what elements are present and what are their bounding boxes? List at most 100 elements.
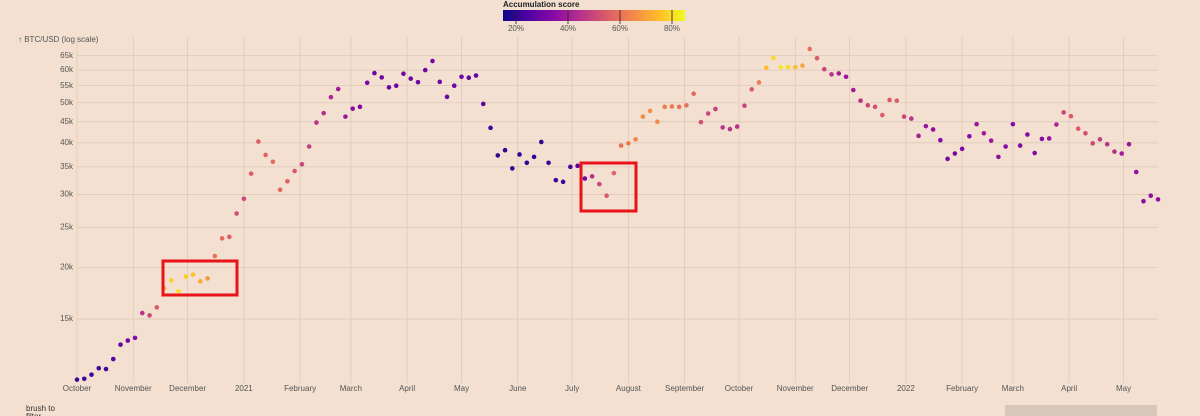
point (662, 104, 667, 110)
point (894, 98, 900, 103)
point (633, 137, 638, 142)
point (510, 166, 515, 171)
x-tick-label: August (616, 384, 642, 393)
point (154, 305, 160, 310)
point (96, 365, 102, 371)
point (176, 288, 181, 294)
point (967, 133, 972, 139)
point (1032, 150, 1037, 156)
point (611, 170, 617, 176)
y-tick-label: 55k (60, 81, 74, 90)
y-tick-label: 35k (60, 162, 74, 171)
point (1083, 130, 1088, 136)
x-tick-label: February (284, 384, 316, 393)
point (437, 79, 443, 85)
point (473, 73, 479, 78)
point (524, 160, 530, 166)
x-tick-label: November (777, 384, 814, 393)
x-tick-label: March (340, 384, 362, 393)
legend-tick-label: 80% (664, 24, 680, 33)
point (930, 127, 936, 132)
x-tick-label: May (454, 384, 469, 393)
x-tick-label: July (565, 384, 579, 393)
point (1025, 132, 1030, 137)
legend-tick-label: 20% (508, 24, 524, 33)
point (393, 83, 399, 89)
point (988, 138, 994, 143)
point (285, 178, 290, 184)
point (1141, 198, 1146, 204)
legend-tick-label: 60% (612, 24, 628, 33)
point (720, 125, 725, 130)
point (872, 104, 878, 110)
point (1068, 113, 1074, 119)
point (792, 64, 798, 70)
point (1061, 110, 1066, 115)
point (742, 103, 747, 109)
x-tick-label: October (725, 384, 754, 393)
point (909, 116, 914, 121)
point (916, 133, 921, 139)
point (727, 126, 733, 132)
point (248, 171, 254, 176)
point (771, 55, 776, 61)
point (502, 147, 508, 153)
point (821, 66, 827, 72)
point (626, 141, 631, 146)
point (756, 80, 762, 85)
point (256, 139, 261, 144)
point (887, 97, 892, 103)
point (364, 80, 370, 86)
point (408, 76, 414, 81)
point (996, 154, 1001, 160)
point (836, 71, 842, 76)
point (597, 181, 602, 187)
point (568, 164, 573, 170)
point (328, 94, 334, 100)
point (676, 104, 682, 110)
point (923, 123, 929, 129)
point (517, 152, 522, 157)
point (713, 106, 718, 112)
y-tick-label: 45k (60, 117, 74, 126)
legend-title: Accumulation score (503, 0, 580, 9)
point (430, 58, 435, 64)
x-tick-label: October (63, 384, 92, 393)
point (814, 55, 820, 61)
point (901, 114, 907, 119)
y-tick-label: 15k (60, 314, 74, 323)
point (263, 152, 268, 158)
point (938, 137, 943, 143)
color-ramp (503, 10, 685, 21)
point (582, 176, 588, 181)
point (669, 104, 675, 109)
point (778, 64, 784, 70)
brush-selection[interactable] (1005, 405, 1157, 416)
point (691, 91, 696, 97)
point (89, 372, 94, 377)
point (553, 177, 559, 183)
point (241, 196, 247, 202)
point (1112, 149, 1117, 154)
point (945, 156, 950, 162)
point (829, 72, 834, 77)
x-tick-label: December (831, 384, 868, 393)
y-axis-label: ↑ BTC/USD (log scale) (18, 35, 99, 44)
point (1010, 121, 1016, 127)
y-tick-label: 30k (60, 190, 74, 199)
point (314, 120, 319, 125)
x-tick-label: December (169, 384, 206, 393)
y-tick-label: 60k (60, 65, 74, 74)
point (1126, 141, 1132, 147)
point (974, 121, 979, 127)
point (734, 124, 740, 129)
point (169, 278, 174, 283)
point (292, 168, 297, 174)
point (466, 75, 472, 81)
point (1148, 193, 1154, 199)
point (1090, 141, 1096, 146)
x-tick-label: November (115, 384, 152, 393)
point (1075, 126, 1081, 131)
